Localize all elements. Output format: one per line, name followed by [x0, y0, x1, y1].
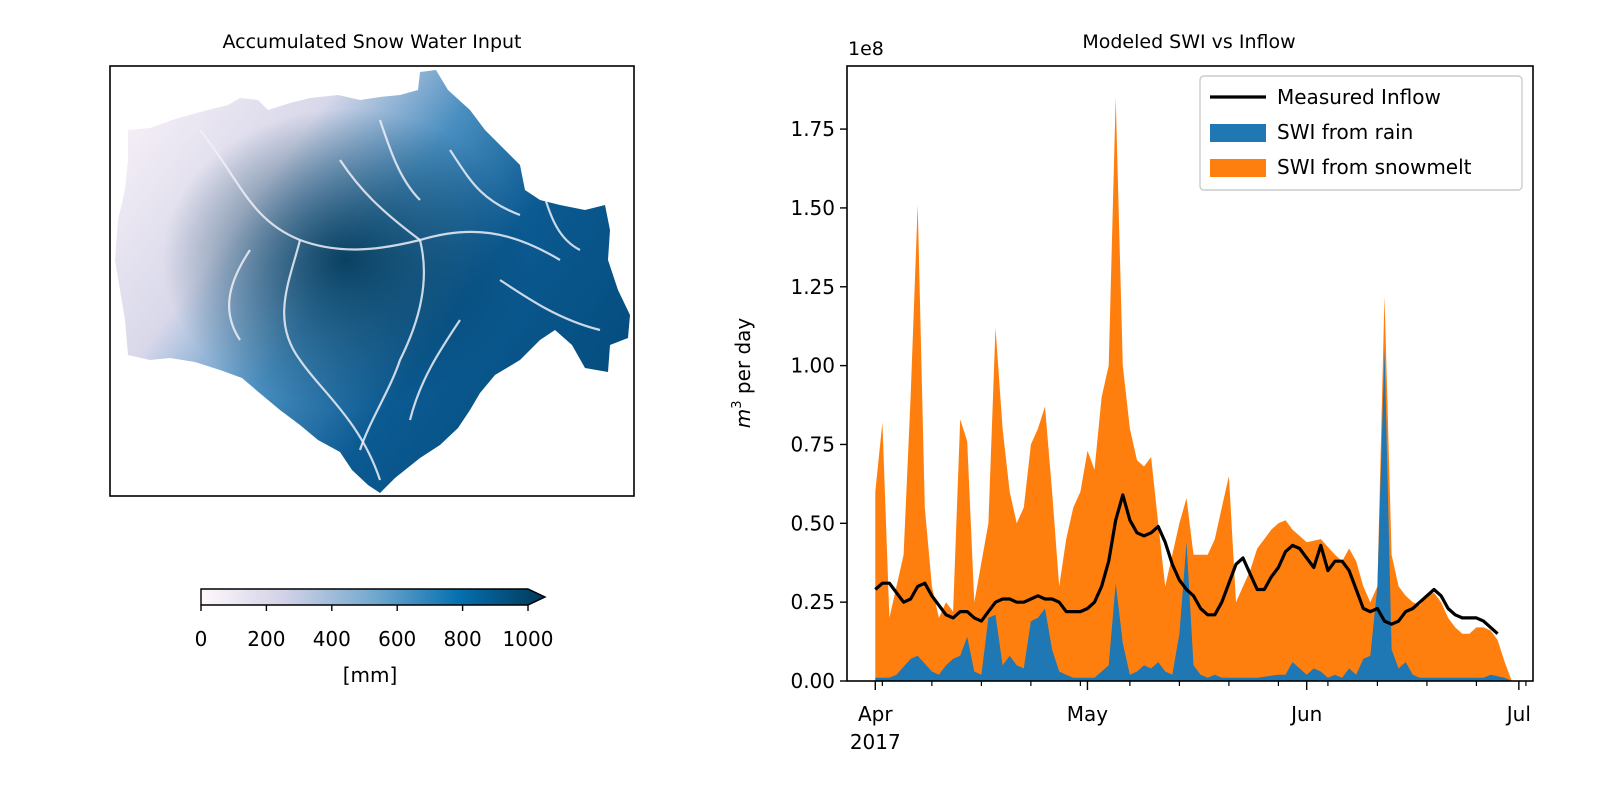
x-axis: Apr 2017 May Jun Jul [850, 681, 1531, 754]
legend-swatch-swi-from-rain [1210, 124, 1266, 142]
swi-from-rain-series [875, 349, 1512, 681]
map-title: Accumulated Snow Water Input [222, 31, 521, 53]
y-axis-label: m3 per day [730, 318, 755, 429]
y-tick-label: 0.25 [790, 590, 835, 614]
x-tick-label: Jul [1505, 702, 1531, 726]
colorbar-tick-label: 1000 [503, 627, 554, 651]
swi-from-rain-area [875, 349, 1512, 681]
x-tick-label: May [1067, 702, 1109, 726]
colorbar-ticks: 0 200 400 600 800 1000 [195, 605, 554, 651]
y-tick-label: 1.00 [790, 354, 835, 378]
x-tick-sublabel: 2017 [850, 730, 901, 754]
y-tick-label: 1.25 [790, 275, 835, 299]
legend-swatch-swi-from-snowmelt [1210, 159, 1266, 177]
chart-panel: Modeled SWI vs Inflow 1e8 0.000.250.500.… [730, 31, 1534, 754]
map-panel: Accumulated Snow Water Input [109, 31, 635, 497]
plot-area [874, 97, 1512, 681]
y-tick-label: 1.50 [790, 196, 835, 220]
colorbar-tick-label: 0 [195, 627, 208, 651]
legend-box [1199, 75, 1523, 191]
y-multiplier: 1e8 [848, 38, 884, 60]
measured-inflow-line [874, 493, 1499, 635]
colorbar-label: [mm] [343, 663, 398, 687]
plot-frame [846, 65, 1534, 682]
y-tick-label: 1.75 [790, 117, 835, 141]
y-tick-label: 0.00 [790, 669, 835, 693]
x-tick-label: Jun [1289, 702, 1322, 726]
colorbar-bar [200, 588, 547, 606]
swi-from-snowmelt-series [875, 97, 1512, 681]
colorbar-tick-label: 400 [313, 627, 351, 651]
y-tick-label: 0.75 [790, 432, 835, 456]
chart-title: Modeled SWI vs Inflow [1082, 31, 1295, 53]
colorbar: 0 200 400 600 800 1000 [mm] [195, 588, 554, 687]
legend-label: SWI from rain [1277, 120, 1413, 144]
y-axis: 0.00 0.25 0.50 0.75 1.00 1.25 1.50 1.75 [790, 117, 847, 693]
legend: Measured Inflow SWI from rain SWI from sno… [1199, 75, 1523, 191]
legend-label: Measured Inflow [1277, 85, 1441, 109]
valley-network [199, 119, 601, 481]
legend-label: SWI from snowmelt [1277, 155, 1472, 179]
colorbar-tick-label: 200 [247, 627, 285, 651]
colorbar-tick-label: 800 [444, 627, 482, 651]
y-tick-label: 0.50 [790, 511, 835, 535]
measured-inflow-series [874, 493, 1499, 635]
swi-from-snowmelt-area [875, 97, 1512, 681]
x-tick-label: Apr [858, 702, 893, 726]
colorbar-tick-label: 600 [378, 627, 416, 651]
